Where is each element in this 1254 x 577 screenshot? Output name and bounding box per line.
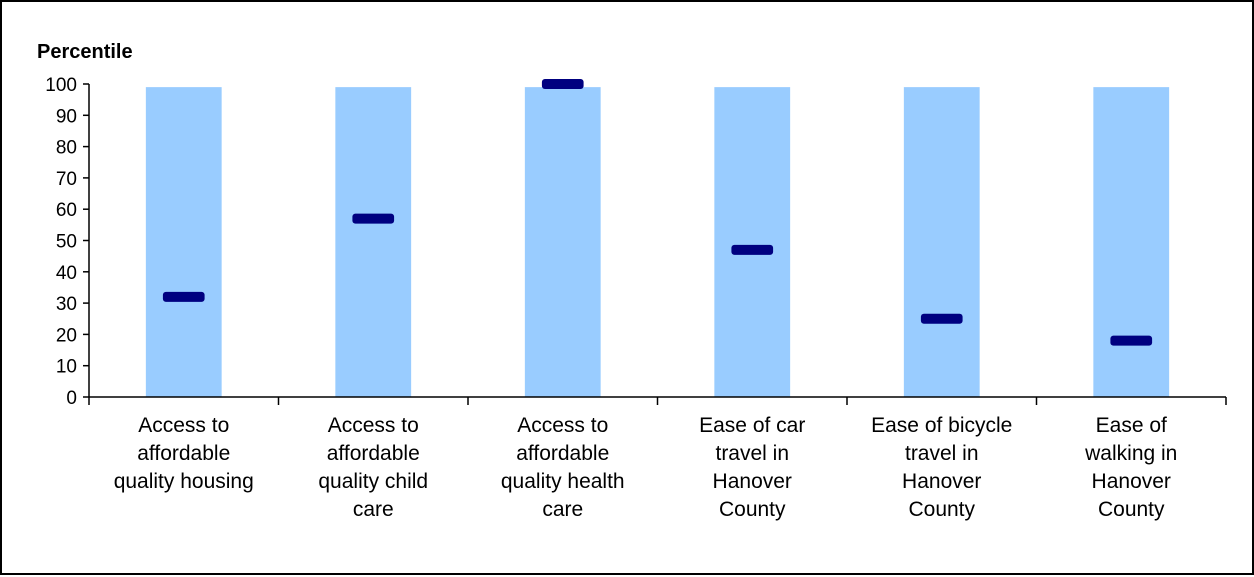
x-tick-label-6: Ease of walking in Hanover County [1084,414,1177,521]
bar-3 [524,87,601,397]
y-axis-title: Percentile [37,41,133,63]
marker-2 [352,213,395,224]
y-tick-label-30: 30 [56,294,77,315]
x-tick-label-2: Access to affordable quality child care [318,414,428,521]
bar-2 [335,87,412,397]
marker-4 [731,244,774,255]
bars-group [145,87,1170,397]
bar-1 [145,87,222,397]
y-tick-label-10: 10 [56,357,77,378]
markers-group [162,79,1153,346]
marker-6 [1110,335,1153,346]
marker-5 [920,313,963,324]
x-labels-group: Access to affordable quality housing Access… [114,414,1178,521]
y-ticks-group: 0 10 20 30 40 50 60 70 80 90 100 [45,75,89,409]
bar-6 [1093,87,1170,397]
y-tick-label-50: 50 [56,232,77,253]
bar-4 [714,87,791,397]
marker-3 [541,79,584,89]
y-tick-label-100: 100 [45,75,77,96]
x-tick-label-5: Ease of bicycle travel in Hanover County [871,414,1012,521]
marker-1 [162,291,205,302]
y-tick-label-70: 70 [56,169,77,190]
x-tick-label-4: Ease of car travel in Hanover County [699,414,805,521]
axes-group [88,84,1227,405]
bar-5 [903,87,980,397]
y-tick-label-20: 20 [56,325,77,346]
x-tick-label-3: Access to affordable quality health care [501,414,625,521]
x-tick-label-1: Access to affordable quality housing [114,414,254,493]
y-tick-label-90: 90 [56,106,77,127]
y-tick-label-60: 60 [56,200,77,221]
y-tick-label-40: 40 [56,263,77,284]
y-tick-label-0: 0 [66,388,77,409]
y-tick-label-80: 80 [56,138,77,159]
